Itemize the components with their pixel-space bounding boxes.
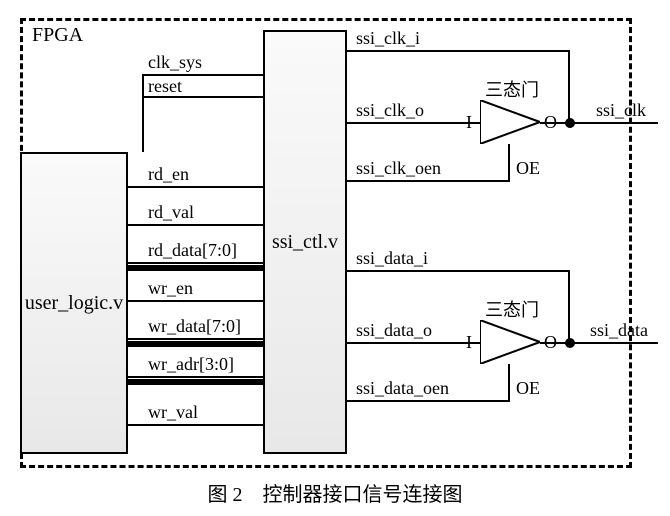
- diagram-canvas: { "canvas": { "width": 670, "height": 51…: [0, 0, 670, 516]
- tristate-data-OE: OE: [516, 378, 540, 399]
- tristate-clk-title: 三态门: [485, 76, 539, 102]
- wire-wr-data: [128, 338, 263, 340]
- wire-rd-en: [128, 186, 263, 188]
- wire-ssi-clk-i: [347, 50, 570, 52]
- block-ssi-ctl: ssi_ctl.v: [263, 30, 347, 454]
- wire-ssi-clk-i-v: [568, 50, 570, 122]
- figure-caption: 图 2 控制器接口信号连接图: [0, 478, 670, 507]
- block-user-logic: user_logic.v: [20, 152, 128, 454]
- tristate-data: [480, 320, 540, 364]
- tristate-clk: [480, 100, 540, 144]
- tristate-clk-OE: OE: [516, 158, 540, 179]
- label-ssi-data-i: ssi_data_i: [356, 248, 428, 269]
- fpga-label: FPGA: [32, 24, 83, 47]
- label-wr-val: wr_val: [148, 402, 198, 423]
- node-ssi-clk: [565, 118, 575, 128]
- label-ssi-data-o: ssi_data_o: [356, 320, 432, 341]
- wire-ssi-data-out: [540, 342, 658, 344]
- block-ssi-ctl-label: ssi_ctl.v: [272, 231, 338, 254]
- label-ssi-clk-o: ssi_clk_o: [356, 100, 424, 121]
- wire-ssi-clk-o: [347, 122, 480, 124]
- wire-ssi-data-o: [347, 342, 480, 344]
- label-rd-val: rd_val: [148, 202, 194, 223]
- node-ssi-data: [565, 338, 575, 348]
- tristate-data-I: I: [466, 332, 472, 353]
- bus-rd-data: [128, 265, 263, 271]
- block-user-logic-label: user_logic.v: [25, 292, 123, 315]
- wire-ssi-data-i-v: [568, 270, 570, 342]
- wire-wr-adr: [128, 376, 263, 378]
- tristate-clk-I: I: [466, 112, 472, 133]
- label-clk-sys: clk_sys: [148, 52, 202, 73]
- label-rd-en: rd_en: [148, 164, 189, 185]
- bus-wr-data: [128, 341, 263, 347]
- label-wr-en: wr_en: [148, 278, 193, 299]
- label-ssi-data-oen: ssi_data_oen: [356, 378, 449, 399]
- wire-ssi-clk-out: [540, 122, 658, 124]
- label-rd-data: rd_data[7:0]: [148, 240, 237, 261]
- wire-wr-en: [128, 300, 263, 302]
- wire-ssi-clk-oen-v: [508, 144, 510, 182]
- wire-wr-val: [128, 424, 263, 426]
- label-wr-adr: wr_adr[3:0]: [148, 354, 234, 375]
- label-ssi-clk-oen: ssi_clk_oen: [356, 158, 441, 179]
- wire-rd-data: [128, 262, 263, 264]
- wire-ssi-data-oen-v: [508, 364, 510, 402]
- wire-ssi-data-oen: [347, 400, 508, 402]
- wire-ssi-clk-oen: [347, 180, 508, 182]
- label-wr-data: wr_data[7:0]: [148, 316, 241, 337]
- label-ssi-clk-i: ssi_clk_i: [356, 28, 420, 49]
- wire-ssi-data-i: [347, 270, 570, 272]
- label-reset: reset: [148, 76, 182, 97]
- wire-clk-sys-stub: [142, 74, 144, 152]
- label-ssi-data-ext: ssi_data: [590, 320, 648, 341]
- bus-wr-adr: [128, 379, 263, 385]
- wire-rd-val: [128, 224, 263, 226]
- tristate-data-title: 三态门: [485, 296, 539, 322]
- label-ssi-clk-ext: ssi_clk: [596, 100, 646, 121]
